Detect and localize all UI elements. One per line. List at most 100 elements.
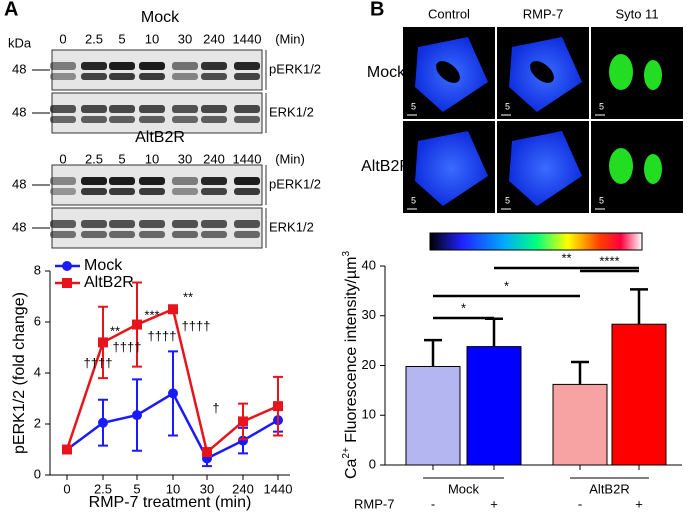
legend-label: AltB2R	[84, 274, 134, 291]
time-label: 240	[203, 151, 225, 166]
band	[234, 188, 260, 195]
band	[50, 105, 76, 113]
row-label: pERK1/2	[269, 176, 321, 191]
band	[234, 62, 260, 70]
y-tick-label: 0	[34, 466, 41, 481]
band	[172, 220, 198, 228]
band	[81, 105, 107, 113]
bar	[552, 383, 608, 466]
annotation: ***	[144, 307, 159, 322]
nucleus	[644, 154, 662, 184]
marker	[132, 410, 142, 421]
scale-label: 5	[411, 195, 416, 205]
cell	[415, 131, 488, 206]
column-label: RMP-7	[523, 6, 563, 21]
x-tick-label: 240	[232, 481, 254, 496]
band	[139, 116, 165, 123]
band	[81, 231, 107, 238]
band	[234, 73, 260, 80]
time-label: 30	[178, 151, 192, 166]
scale-label: 5	[505, 195, 510, 205]
band	[139, 73, 165, 80]
y-axis-label: pERK1/2 (fold change)	[11, 292, 28, 454]
band	[109, 73, 135, 80]
x-tick-label: 2.5	[94, 481, 112, 496]
band	[234, 231, 260, 238]
error-bar	[485, 317, 503, 347]
band	[201, 105, 227, 113]
scale-label: 5	[505, 101, 510, 111]
y-tick-label: 20	[362, 357, 376, 372]
band	[139, 220, 165, 228]
band	[109, 220, 135, 228]
band	[50, 188, 76, 195]
band	[201, 231, 227, 238]
band	[139, 231, 165, 238]
panel-label: A	[4, 0, 18, 20]
band	[172, 116, 198, 123]
time-label: 1440	[233, 31, 262, 46]
band	[172, 188, 198, 195]
row-label: RMP-7	[354, 496, 394, 511]
band	[234, 177, 260, 185]
band	[234, 116, 260, 123]
band	[201, 73, 227, 80]
y-label-part: 3	[341, 251, 352, 257]
band	[50, 220, 76, 228]
marker	[238, 416, 248, 427]
scale-label: 5	[411, 101, 416, 111]
marker	[62, 444, 72, 455]
y-tick-label: 10	[362, 407, 376, 422]
blot-title: Mock	[141, 9, 180, 26]
bar	[405, 365, 461, 466]
cell	[509, 131, 582, 206]
band	[81, 177, 107, 185]
row-label: pERK1/2	[269, 61, 321, 76]
band	[201, 177, 227, 185]
time-label: 1440	[233, 151, 262, 166]
marker	[168, 304, 178, 315]
band	[234, 220, 260, 228]
band	[50, 62, 76, 70]
band	[109, 177, 135, 185]
y-tick-label: 2	[34, 415, 41, 430]
band	[109, 105, 135, 113]
annotation: **	[110, 323, 120, 338]
marker	[238, 435, 248, 446]
group-label: Mock	[448, 481, 480, 496]
band	[139, 105, 165, 113]
y-label-part: Ca	[343, 458, 360, 479]
band	[139, 62, 165, 70]
marker	[98, 417, 108, 428]
sig-label: *	[504, 278, 509, 293]
x-tick-label: +	[635, 496, 643, 511]
band	[81, 188, 107, 195]
unit-label: (Min)	[275, 31, 305, 46]
blot-kda: kDa	[8, 35, 32, 50]
y-tick-label: 30	[362, 307, 376, 322]
row-label: ERK1/2	[269, 104, 314, 119]
band	[139, 188, 165, 195]
legend-label: Mock	[84, 257, 123, 274]
marker	[202, 447, 212, 458]
scale-label: 5	[599, 101, 604, 111]
marker	[273, 401, 283, 412]
nucleus	[644, 60, 662, 90]
band	[50, 116, 76, 123]
y-label-part: 2+	[341, 447, 352, 459]
sig-label: **	[561, 250, 571, 265]
row-label: Mock	[367, 64, 406, 81]
legend-marker	[62, 261, 72, 271]
band	[201, 62, 227, 70]
annotation: ††††	[148, 328, 177, 343]
x-tick-label: 5	[133, 481, 140, 496]
band	[201, 116, 227, 123]
time-label: 0	[59, 151, 66, 166]
marker	[168, 388, 178, 399]
nucleus-void	[436, 61, 460, 83]
band	[81, 116, 107, 123]
x-axis-label: RMP-7 treatment (min)	[89, 494, 252, 511]
y-tick-label: 4	[34, 364, 41, 379]
band	[201, 188, 227, 195]
